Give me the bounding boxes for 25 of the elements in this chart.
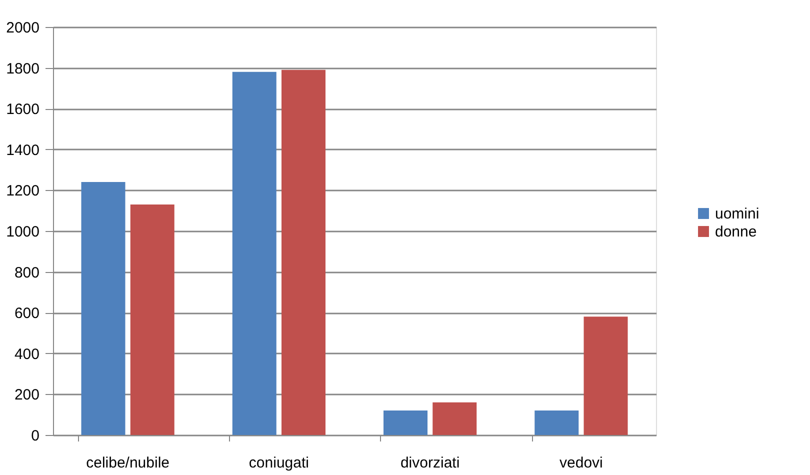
y-tick-label: 1000	[6, 224, 40, 240]
bar	[384, 410, 428, 435]
y-tick-label: 1800	[6, 60, 40, 78]
y-tick-label: 1200	[6, 182, 40, 200]
x-tick-label: vedovi	[560, 454, 603, 472]
bar	[232, 72, 276, 435]
y-tick-label: 1400	[6, 142, 40, 159]
y-tick-label: 1600	[6, 101, 40, 118]
x-tick-label: divorziati	[400, 454, 460, 472]
bar	[534, 410, 579, 435]
bar	[432, 402, 477, 435]
x-tick-label: celibe/nubile	[86, 454, 170, 472]
bar	[81, 182, 126, 435]
legend-label: donne	[715, 224, 757, 240]
y-tick-label: 600	[14, 305, 40, 322]
y-tick-label: 800	[14, 264, 40, 282]
y-tick-label: 2000	[6, 20, 40, 36]
bar	[130, 204, 174, 435]
bar	[584, 316, 628, 435]
bar	[281, 70, 326, 435]
legend-label: uomini	[715, 206, 760, 222]
y-tick-label: 0	[31, 428, 40, 444]
y-tick-label: 200	[14, 386, 40, 404]
x-tick-label: coniugati	[248, 454, 309, 472]
y-tick-label: 400	[14, 346, 40, 363]
